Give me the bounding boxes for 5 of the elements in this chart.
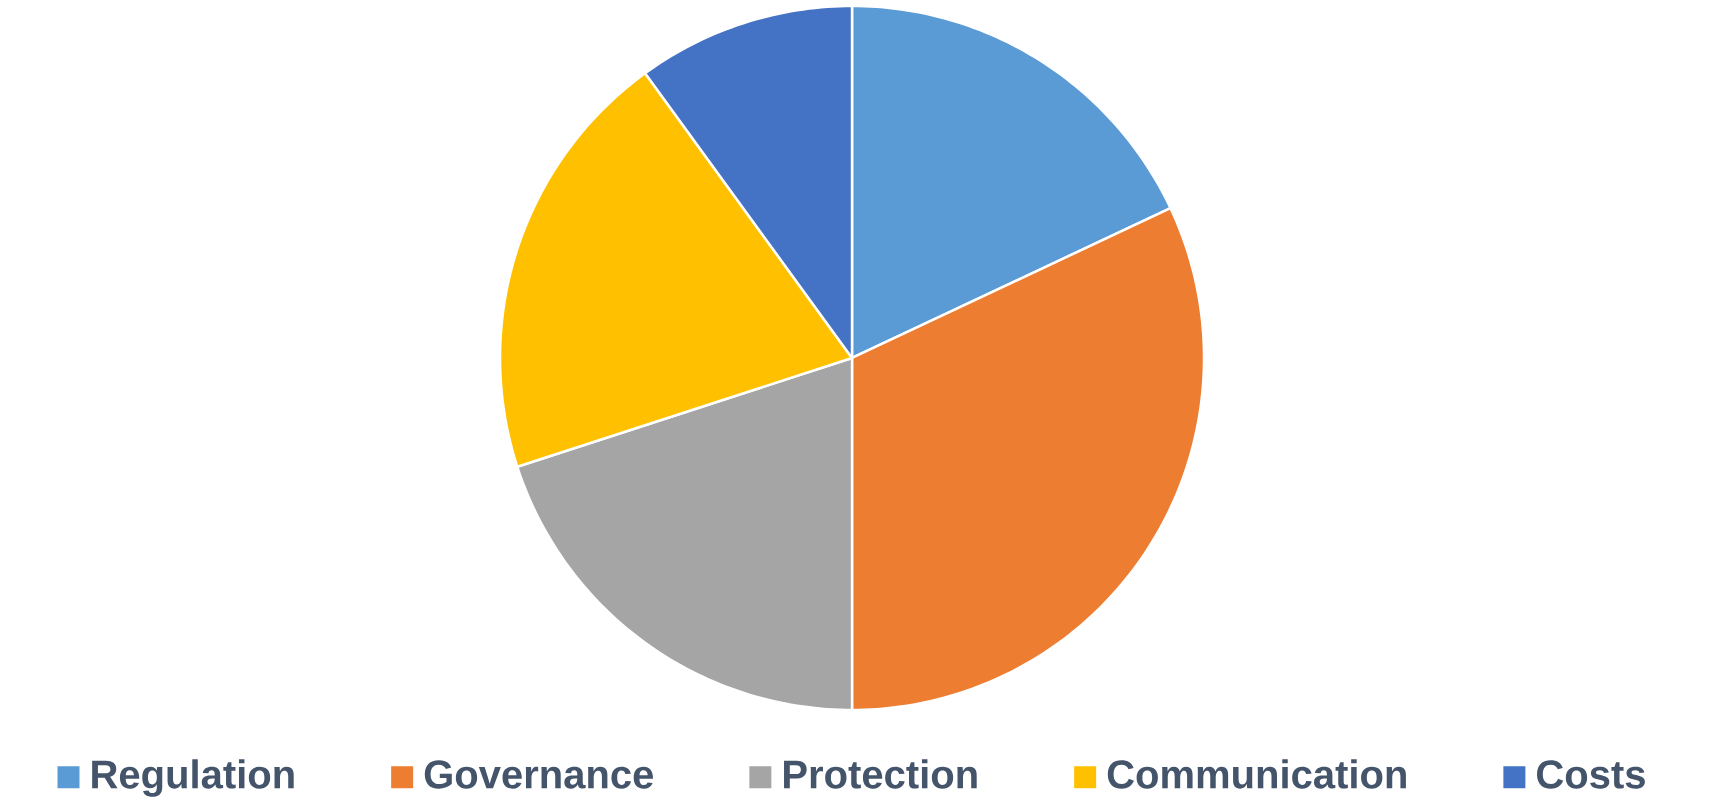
legend-label: Regulation bbox=[92, 759, 294, 797]
legend-label: Communication bbox=[1107, 759, 1406, 789]
legend-label: Costs bbox=[1537, 760, 1645, 789]
legend-label: Protection bbox=[784, 759, 977, 789]
legend-label: Governance bbox=[424, 760, 653, 789]
